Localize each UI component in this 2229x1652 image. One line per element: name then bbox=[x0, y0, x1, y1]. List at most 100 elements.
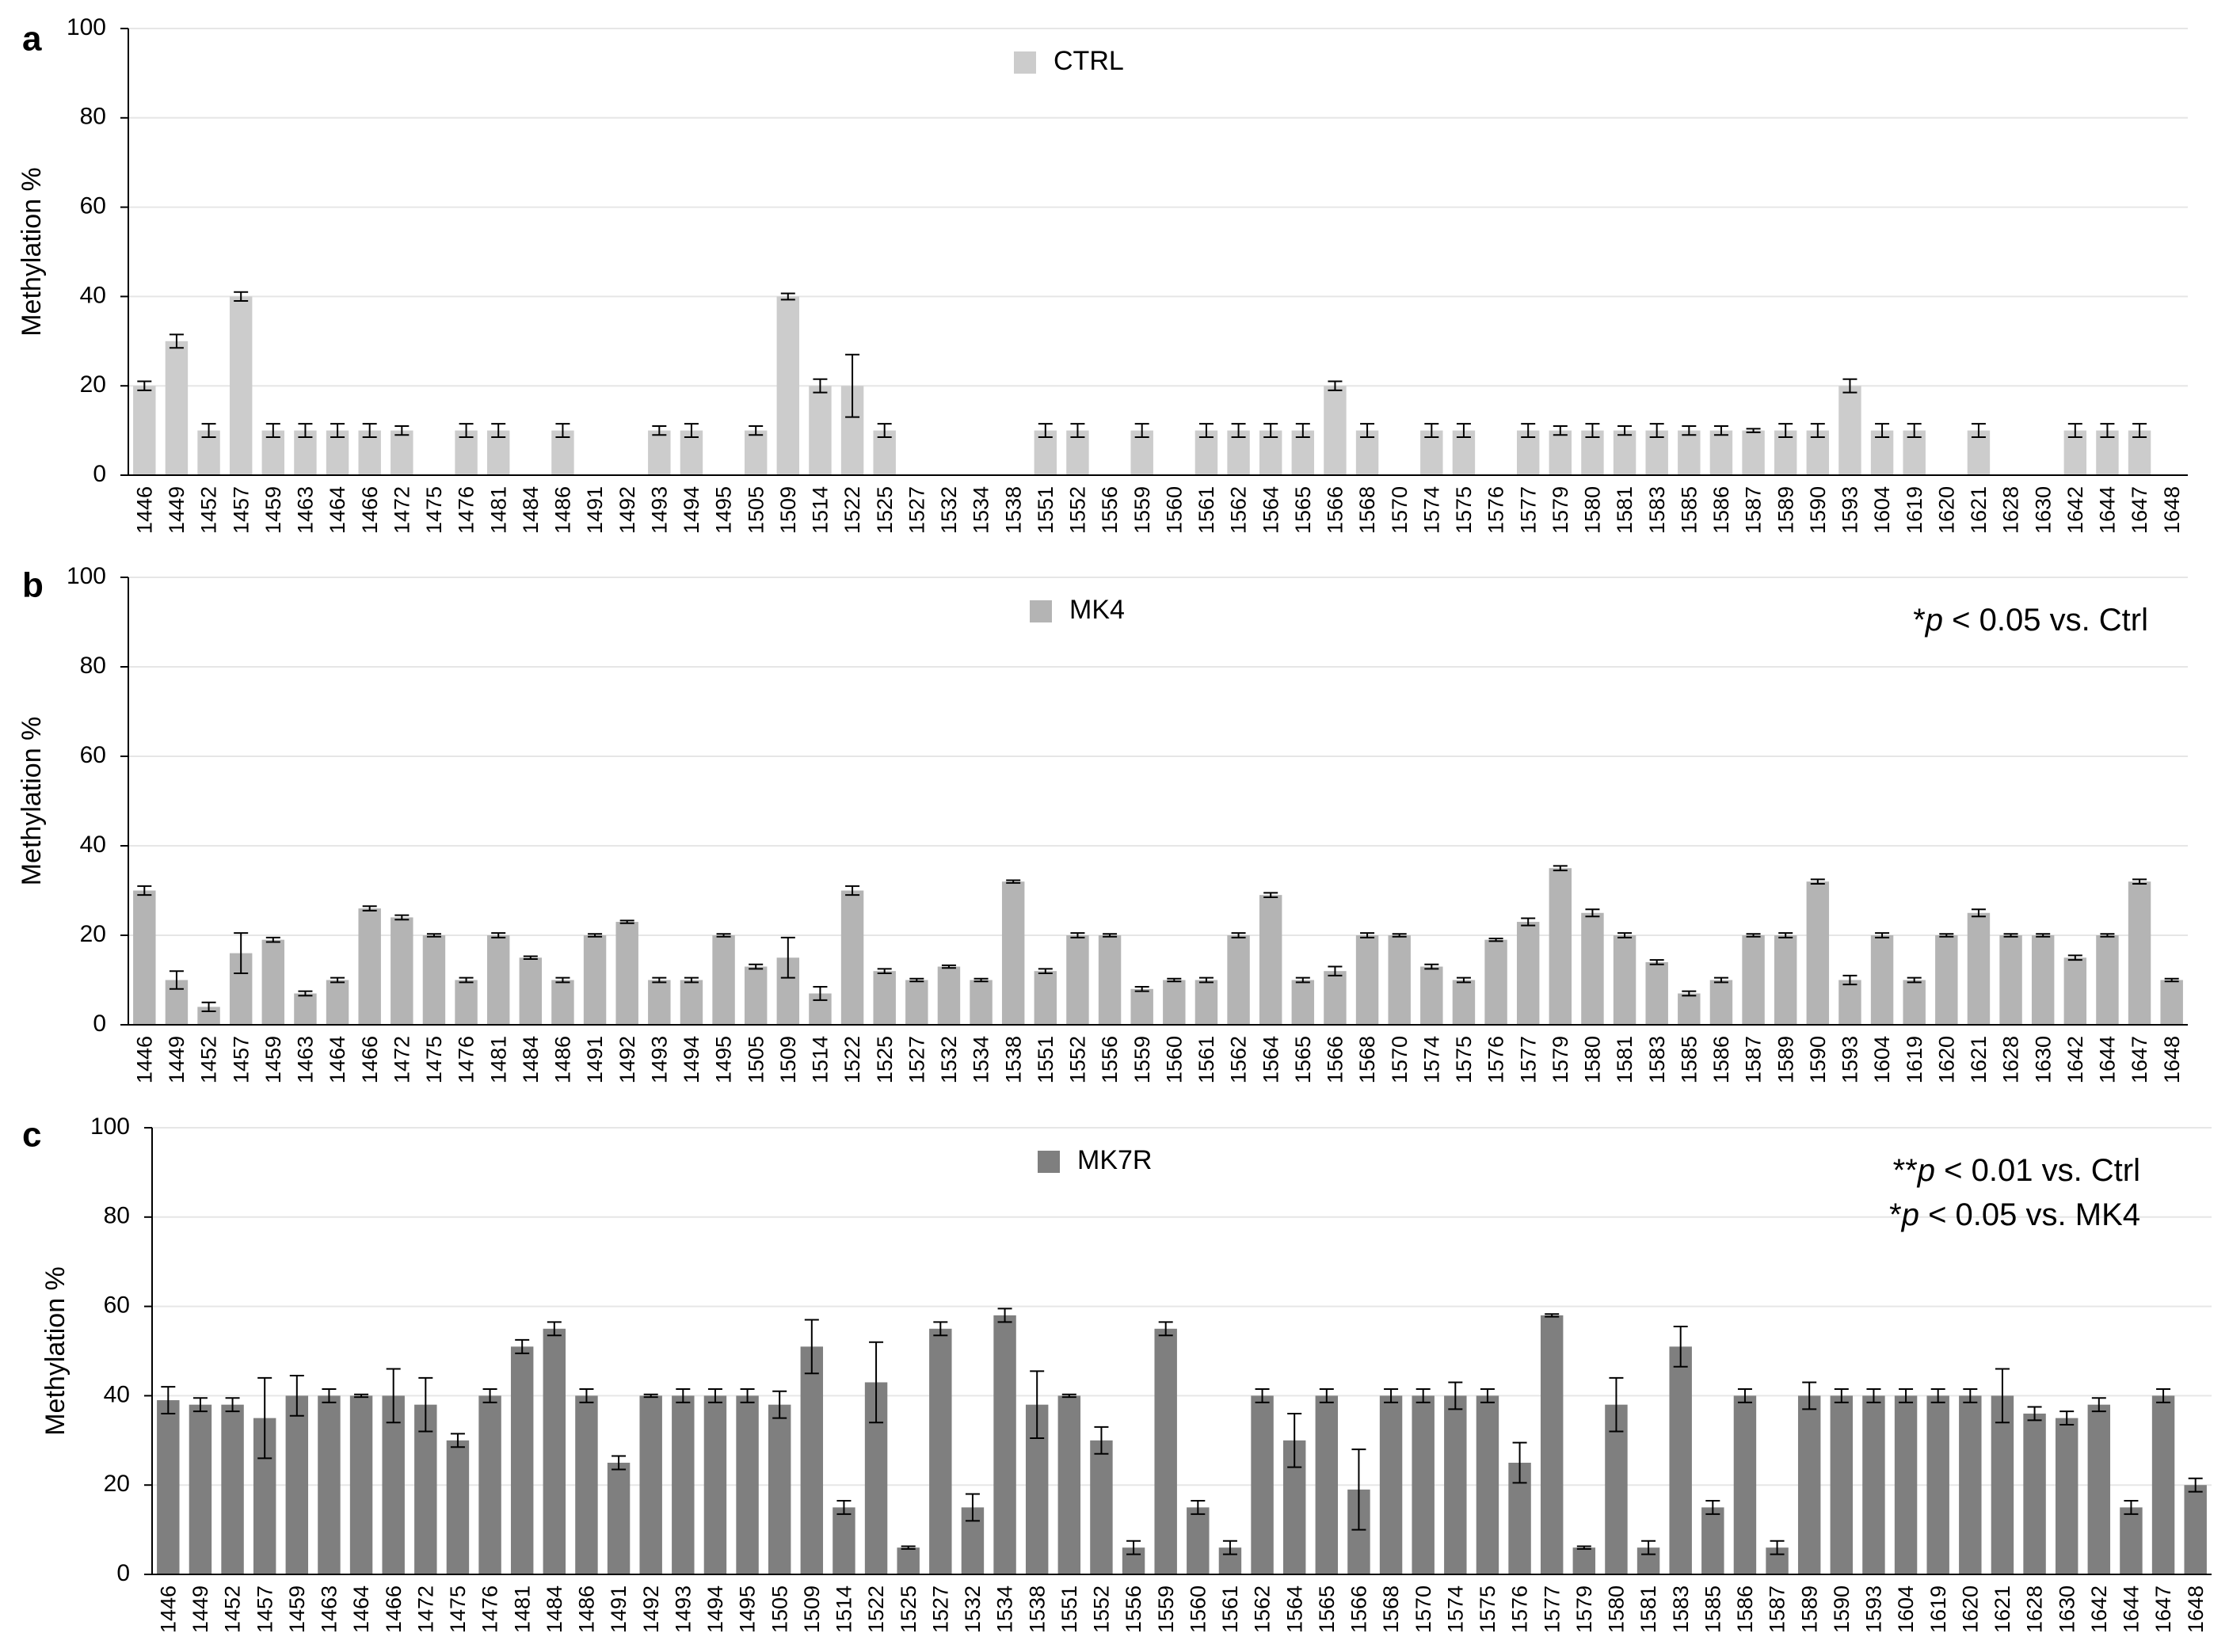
x-tick-label: 1581 bbox=[1613, 1036, 1637, 1083]
x-tick-label: 1446 bbox=[132, 1036, 156, 1083]
bar bbox=[1605, 1404, 1628, 1574]
x-tick-label: 1561 bbox=[1218, 1585, 1242, 1633]
x-tick-label: 1579 bbox=[1549, 1036, 1572, 1083]
x-tick-label: 1562 bbox=[1227, 1036, 1251, 1083]
x-tick-label: 1457 bbox=[253, 1585, 276, 1633]
x-tick-label: 1589 bbox=[1774, 1036, 1797, 1083]
x-tick-label: 1648 bbox=[2160, 486, 2184, 534]
panel-b: b 0 20 40 60 80 100 Methylation % 1446 1449 1452 14… bbox=[17, 563, 2188, 1083]
bar bbox=[221, 1404, 244, 1574]
x-tick-label: 1527 bbox=[905, 486, 928, 534]
bar bbox=[157, 1400, 180, 1574]
bar bbox=[543, 1328, 566, 1574]
x-tick-label: 1647 bbox=[2128, 486, 2151, 534]
x-tick-label: 1568 bbox=[1355, 486, 1379, 534]
bar bbox=[1540, 1315, 1564, 1574]
y-tick-label: 40 bbox=[80, 282, 106, 308]
x-tick-label: 1472 bbox=[390, 1036, 413, 1083]
x-tick-label: 1574 bbox=[1419, 1036, 1443, 1083]
panel-label: c bbox=[22, 1116, 41, 1155]
bar bbox=[414, 1404, 437, 1574]
x-tick-label: 1475 bbox=[422, 1036, 446, 1083]
x-tick-label: 1561 bbox=[1195, 1036, 1218, 1083]
bar bbox=[1098, 935, 1122, 1025]
x-tick-label: 1604 bbox=[1870, 1036, 1894, 1083]
x-tick-label: 1463 bbox=[318, 1585, 341, 1633]
x-tick-label: 1566 bbox=[1324, 486, 1347, 534]
x-tick-label: 1580 bbox=[1581, 486, 1605, 534]
bar bbox=[1581, 912, 1604, 1025]
bar bbox=[1894, 1395, 1918, 1574]
legend-label: MK4 bbox=[1069, 595, 1125, 625]
bar bbox=[229, 296, 253, 475]
x-tick-label: 1527 bbox=[905, 1036, 928, 1083]
x-tick-label: 1581 bbox=[1637, 1585, 1660, 1633]
x-tick-label: 1564 bbox=[1259, 1036, 1282, 1083]
y-tick-label: 20 bbox=[80, 921, 106, 947]
bar bbox=[2031, 935, 2055, 1025]
annotation: *p < 0.05 vs. Ctrl bbox=[1913, 603, 2148, 638]
x-tick-label: 1493 bbox=[647, 1036, 671, 1083]
bar bbox=[1926, 1395, 1949, 1574]
bar bbox=[1130, 988, 1153, 1025]
x-tick-label: 1556 bbox=[1122, 1585, 1145, 1633]
x-tick-label: 1589 bbox=[1797, 1585, 1821, 1633]
x-tick-label: 1570 bbox=[1412, 1585, 1435, 1633]
x-tick-label: 1492 bbox=[615, 486, 639, 534]
y-tick-label: 20 bbox=[80, 371, 106, 398]
bar bbox=[1613, 430, 1637, 475]
bar bbox=[1862, 1395, 1885, 1574]
x-tick-label: 1505 bbox=[744, 486, 768, 534]
x-tick-label: 1604 bbox=[1870, 486, 1894, 534]
legend-swatch bbox=[1038, 1151, 1060, 1173]
annotation-suffix: < 0.05 vs. Ctrl bbox=[1943, 603, 2148, 638]
panel-c: c 0 20 40 60 80 100 Methylation % 1446 1449 1452 14… bbox=[22, 1113, 2212, 1633]
bar bbox=[744, 430, 768, 475]
bar bbox=[672, 1395, 695, 1574]
bar bbox=[551, 980, 574, 1025]
bar bbox=[840, 890, 864, 1025]
bar bbox=[1388, 935, 1411, 1025]
bar bbox=[1678, 430, 1701, 475]
bar bbox=[1001, 881, 1025, 1025]
x-tick-label: 1564 bbox=[1282, 1585, 1306, 1633]
bar bbox=[1379, 1395, 1403, 1574]
x-tick-label: 1514 bbox=[809, 1036, 833, 1083]
bar bbox=[478, 1395, 501, 1574]
bar bbox=[1291, 980, 1315, 1025]
bar bbox=[1315, 1395, 1339, 1574]
x-tick-label: 1590 bbox=[1830, 1585, 1854, 1633]
bar bbox=[1733, 1395, 1757, 1574]
bar bbox=[2096, 935, 2119, 1025]
x-tick-label: 1493 bbox=[671, 1585, 695, 1633]
x-tick-label: 1505 bbox=[744, 1036, 768, 1083]
bar bbox=[2151, 1395, 2175, 1574]
x-tick-label: 1628 bbox=[1999, 486, 2023, 534]
annotation-suffix: < 0.01 vs. Ctrl bbox=[1935, 1153, 2140, 1188]
x-tick-label: 1509 bbox=[800, 1585, 824, 1633]
x-tick-label: 1644 bbox=[2096, 1036, 2120, 1083]
x-tick-label: 1551 bbox=[1057, 1585, 1081, 1633]
y-tick-label: 100 bbox=[67, 563, 106, 589]
x-tick-label: 1484 bbox=[519, 1036, 543, 1083]
bar bbox=[1412, 1395, 1435, 1574]
bar bbox=[510, 1346, 534, 1574]
x-tick-label: 1556 bbox=[1098, 1036, 1122, 1083]
bar bbox=[133, 890, 156, 1025]
bar bbox=[1324, 971, 1347, 1025]
x-tick-label: 1648 bbox=[2160, 1036, 2184, 1083]
bar bbox=[1935, 935, 1958, 1025]
x-tick-label: 1532 bbox=[961, 1585, 985, 1633]
legend-label: MK7R bbox=[1077, 1145, 1152, 1175]
y-tick-label: 0 bbox=[93, 1011, 106, 1037]
x-tick-label: 1492 bbox=[639, 1585, 663, 1633]
bar bbox=[1034, 971, 1057, 1025]
bar bbox=[1572, 1547, 1596, 1574]
x-tick-label: 1452 bbox=[197, 486, 221, 534]
bar bbox=[1709, 980, 1733, 1025]
bar bbox=[615, 922, 638, 1025]
x-tick-label: 1534 bbox=[970, 486, 993, 534]
x-tick-label: 1514 bbox=[833, 1585, 856, 1633]
bar bbox=[1259, 895, 1282, 1025]
